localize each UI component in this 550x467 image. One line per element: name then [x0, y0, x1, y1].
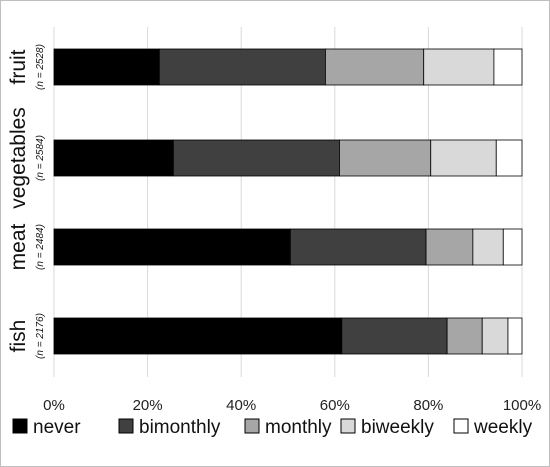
bar-segment-never	[53, 317, 343, 355]
x-tick-label: 40%	[226, 397, 256, 414]
bar-segment-bimonthly	[172, 139, 340, 177]
bar-segment-biweekly	[481, 317, 509, 355]
bar-segment-monthly	[425, 228, 474, 266]
bar-segment-monthly	[446, 317, 483, 355]
legend-swatch-weekly	[453, 418, 469, 434]
legend-label-never: never	[33, 417, 81, 438]
legend-swatch-monthly	[244, 418, 260, 434]
bars	[53, 48, 523, 355]
bar-segment-weekly	[502, 228, 523, 266]
x-tick-label: 20%	[133, 397, 163, 414]
bar-segment-monthly	[325, 48, 425, 86]
x-tick-label: 80%	[413, 397, 443, 414]
bar-segment-bimonthly	[158, 48, 326, 86]
x-tick-label: 0%	[43, 397, 65, 414]
legend-swatch-never	[12, 418, 28, 434]
bar-segment-weekly	[507, 317, 523, 355]
legend-label-biweekly: biweekly	[361, 417, 434, 438]
x-tick-labels: 0% 20% 40% 60% 80% 100%	[43, 397, 541, 414]
x-tick-label: 100%	[503, 397, 541, 414]
sample-size-label: (n = 2484)	[35, 224, 46, 270]
category-label: meat	[7, 223, 30, 270]
bar-segment-biweekly	[472, 228, 504, 266]
bar-segment-biweekly	[430, 139, 497, 177]
sample-size-label: (n = 2176)	[35, 313, 46, 359]
bar-segment-never	[53, 48, 160, 86]
bar-segment-bimonthly	[289, 228, 427, 266]
legend-swatch-bimonthly	[118, 418, 134, 434]
category-label: vegetables	[7, 107, 30, 209]
bar-segment-weekly	[495, 139, 523, 177]
bar-segment-monthly	[339, 139, 432, 177]
bar-segment-bimonthly	[341, 317, 448, 355]
bar-segment-never	[53, 139, 174, 177]
bar-segment-never	[53, 228, 291, 266]
category-labels: fruit (n = 2528)vegetables (n = 2584)meat(…	[7, 44, 46, 359]
category-label: fruit	[7, 49, 30, 84]
x-tick-label: 60%	[320, 397, 350, 414]
category-label: fish	[7, 320, 30, 353]
bar-segment-weekly	[493, 48, 523, 86]
legend: never bimonthly monthly biweekly weekly	[12, 417, 533, 438]
legend-label-weekly: weekly	[473, 417, 533, 438]
legend-label-monthly: monthly	[265, 417, 332, 438]
sample-size-label: (n = 2584)	[35, 135, 46, 181]
legend-label-bimonthly: bimonthly	[139, 417, 221, 438]
bar-segment-biweekly	[423, 48, 495, 86]
sample-size-label: (n = 2528)	[35, 44, 46, 90]
legend-swatch-biweekly	[340, 418, 356, 434]
